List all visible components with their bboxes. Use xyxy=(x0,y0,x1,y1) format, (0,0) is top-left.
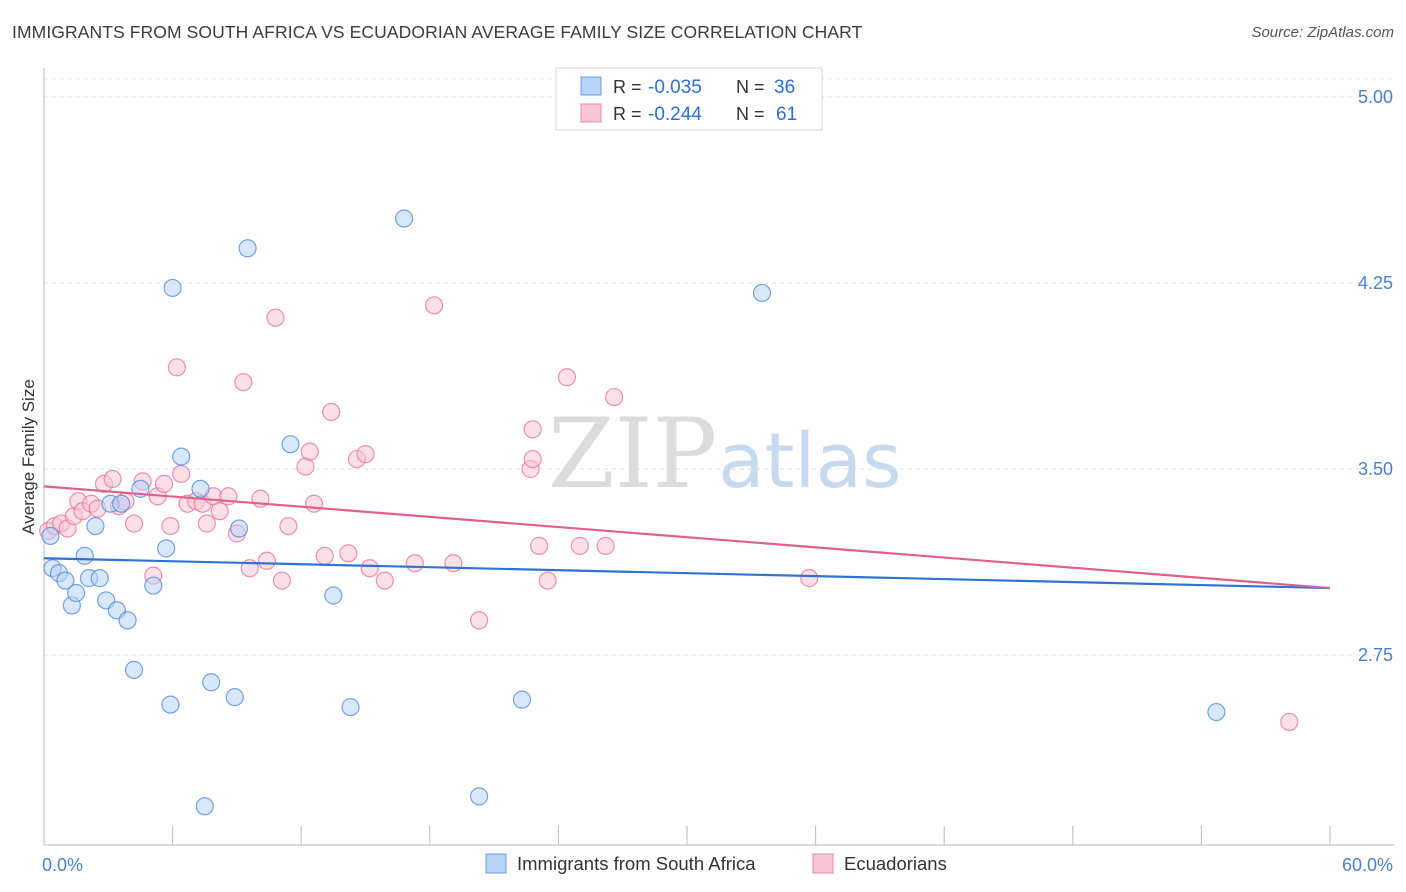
south-africa-point-5 xyxy=(67,583,86,603)
ecuadorian-point-49 xyxy=(469,611,489,630)
ecuadorian-point-20 xyxy=(172,464,191,484)
ecuadorian-point-58 xyxy=(605,387,624,407)
south-africa-point-25 xyxy=(229,519,249,538)
south-africa-point-14 xyxy=(118,611,137,630)
ecuadorian-point-56 xyxy=(570,536,589,555)
ecuadorian-point-41 xyxy=(339,544,358,563)
south-africa-point-31 xyxy=(469,787,489,806)
series-ecuadorians xyxy=(39,296,1299,732)
y-axis-label: Average Family Size xyxy=(19,379,38,535)
series-legend: Immigrants from South Africa Ecuadorians xyxy=(485,853,947,874)
south-africa-point-16 xyxy=(144,576,163,595)
south-africa-point-29 xyxy=(341,697,360,717)
south-africa-point-18 xyxy=(161,695,180,714)
watermark: ZIP atlas xyxy=(548,398,902,510)
ecuadorian-point-60 xyxy=(1280,712,1299,732)
y-tick-label-0: 5.00 xyxy=(1358,87,1393,107)
south-africa-point-0 xyxy=(41,526,60,546)
ecuadorian-point-55 xyxy=(557,368,577,387)
ecuadorian-point-59 xyxy=(800,569,819,588)
x-tick-label-max: 60.0% xyxy=(1342,855,1393,875)
south-africa-point-20 xyxy=(172,447,191,466)
legend-swatch-ecuadorians xyxy=(812,853,834,874)
south-africa-point-27 xyxy=(281,435,300,454)
south-africa-point-17 xyxy=(157,539,176,558)
legend-swatch-south-africa xyxy=(485,853,507,874)
ecuadorian-point-40 xyxy=(322,402,341,422)
ecuadorian-point-26 xyxy=(210,502,229,521)
ecuadorian-point-44 xyxy=(360,559,379,578)
south-africa-point-33 xyxy=(752,283,772,303)
y-axis-ticks: 5.00 4.25 3.50 2.75 xyxy=(1358,87,1393,665)
south-africa-point-23 xyxy=(202,673,221,692)
y-tick-label-3: 2.75 xyxy=(1358,645,1393,665)
south-africa-point-9 xyxy=(90,569,109,588)
legend-r-value-1: -0.035 xyxy=(648,77,702,98)
legend-r-value-2: -0.244 xyxy=(648,104,702,125)
ecuadorian-point-48 xyxy=(444,554,463,573)
ecuadorian-point-35 xyxy=(279,516,298,536)
x-tick-label-min: 0.0% xyxy=(42,855,83,875)
ecuadorian-point-10 xyxy=(103,469,122,489)
ecuadorian-point-33 xyxy=(266,308,285,327)
legend-label-ecuadorians: Ecuadorians xyxy=(844,853,947,874)
ecuadorian-point-18 xyxy=(161,516,180,536)
ecuadorian-point-52 xyxy=(523,449,542,469)
south-africa-point-8 xyxy=(86,516,105,536)
south-africa-point-19 xyxy=(163,278,182,298)
legend-r-label-2: R = xyxy=(613,104,642,124)
watermark-atlas: atlas xyxy=(718,416,902,505)
ecuadorian-point-13 xyxy=(124,514,144,533)
ecuadorian-point-43 xyxy=(356,445,375,464)
legend-n-value-2: 61 xyxy=(776,104,797,125)
south-africa-point-30 xyxy=(394,209,414,228)
legend-swatch-blue xyxy=(580,76,602,96)
trend-lines xyxy=(43,485,1331,590)
ecuadorian-point-51 xyxy=(523,420,542,439)
correlation-legend: R = -0.035 N = 36 R = -0.244 N = 61 xyxy=(555,67,823,131)
ecuadorian-point-57 xyxy=(596,536,615,555)
south-africa-trend-line xyxy=(43,557,1331,590)
chart-title: IMMIGRANTS FROM SOUTH AFRICA VS ECUADORI… xyxy=(12,22,863,42)
legend-label-south-africa: Immigrants from South Africa xyxy=(517,853,756,874)
y-tick-label-2: 3.50 xyxy=(1358,459,1393,479)
ecuadorian-point-19 xyxy=(167,358,186,377)
south-africa-point-32 xyxy=(512,690,532,709)
ecuadorian-point-24 xyxy=(197,514,216,533)
legend-n-label-2: N = xyxy=(736,104,765,124)
south-africa-point-22 xyxy=(195,797,214,816)
x-axis-ticks xyxy=(43,826,1331,845)
ecuadorian-point-38 xyxy=(304,494,324,513)
legend-n-label-1: N = xyxy=(736,77,765,97)
chart-source: Source: ZipAtlas.com xyxy=(1251,24,1394,41)
legend-n-value-1: 36 xyxy=(774,77,795,98)
ecuadorian-point-47 xyxy=(424,296,444,315)
south-africa-point-24 xyxy=(225,688,244,707)
ecuadorian-point-46 xyxy=(405,554,424,573)
south-africa-point-28 xyxy=(324,586,343,605)
ecuadorian-point-53 xyxy=(530,536,549,555)
ecuadorian-point-29 xyxy=(234,373,253,392)
ecuadorian-point-37 xyxy=(300,442,319,461)
south-africa-point-26 xyxy=(238,239,257,258)
south-africa-point-6 xyxy=(75,546,94,565)
series-south-africa xyxy=(41,209,1226,816)
ecuadorian-point-45 xyxy=(375,571,394,590)
ecuadorian-trend-line xyxy=(43,485,1331,590)
legend-swatch-pink xyxy=(580,103,602,123)
ecuadorian-point-39 xyxy=(315,546,334,565)
ecuadorian-point-54 xyxy=(538,571,557,590)
ecuadorian-point-32 xyxy=(257,551,277,570)
ecuadorian-point-17 xyxy=(154,474,174,493)
legend-r-label-1: R = xyxy=(613,77,642,97)
south-africa-point-21 xyxy=(191,479,210,498)
watermark-zip: ZIP xyxy=(548,398,717,510)
south-africa-point-35 xyxy=(1207,702,1226,722)
ecuadorian-point-34 xyxy=(272,571,292,590)
south-africa-point-13 xyxy=(112,494,131,513)
south-africa-point-34 xyxy=(124,660,144,679)
south-africa-point-3 xyxy=(56,571,75,590)
y-tick-label-1: 4.25 xyxy=(1358,273,1393,293)
